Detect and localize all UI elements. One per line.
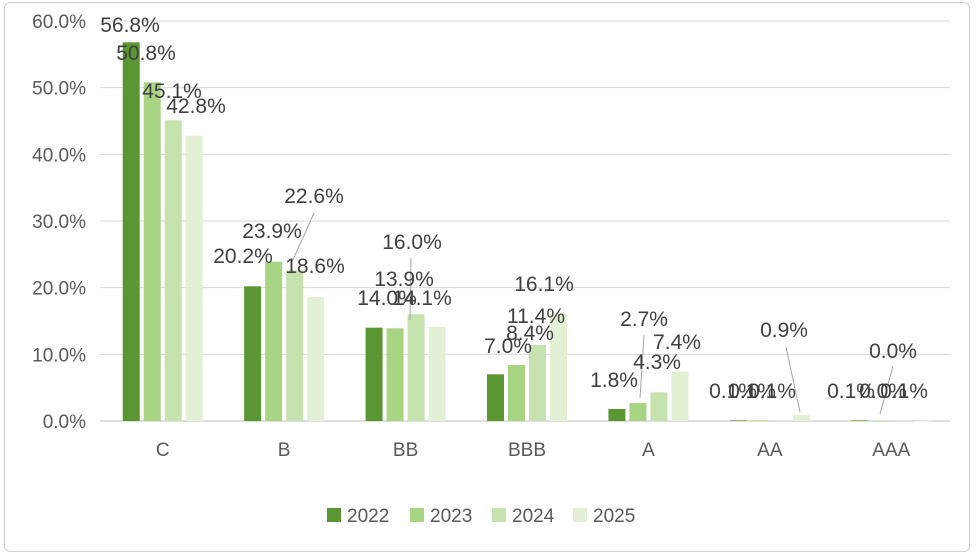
x-tick-label: AAA — [872, 440, 910, 461]
data-label-2024-C: 45.1% — [142, 80, 202, 103]
bar-2025-C — [185, 135, 203, 421]
y-tick-label: 0.0% — [43, 412, 86, 433]
x-tick-label: B — [278, 440, 291, 461]
bar-2022-C — [122, 42, 140, 421]
leader-line — [785, 346, 801, 413]
legend-label-2024: 2024 — [512, 506, 555, 527]
x-tick-label: BB — [393, 440, 418, 461]
data-label-2024-BB: 16.0% — [382, 231, 442, 254]
bar-2023-AA — [750, 420, 768, 421]
bar-2022-AAA — [851, 420, 869, 421]
bar-2025-A — [671, 371, 689, 421]
leader-line — [639, 334, 645, 399]
bar-2024-C — [164, 120, 182, 421]
legend-swatch-2022 — [327, 508, 341, 522]
y-tick-label: 40.0% — [32, 145, 86, 166]
bar-2024-A — [650, 392, 668, 421]
leader-line — [409, 257, 412, 321]
bar-2025-BBB — [550, 313, 567, 421]
y-tick-label: 50.0% — [32, 79, 86, 100]
data-label-2023-AA: 0.1% — [728, 380, 776, 403]
bar-2023-AAA — [872, 421, 890, 422]
legend-label-2023: 2023 — [430, 506, 472, 527]
bar-2025-AAA — [914, 421, 932, 422]
bar-2023-BBB — [508, 365, 525, 421]
bar-2023-B — [265, 261, 283, 421]
bar-2024-AA — [771, 420, 789, 421]
x-tick-label: AA — [757, 440, 783, 461]
data-label-2022-AAA: 0.1% — [827, 380, 875, 403]
leader-line — [879, 365, 894, 415]
data-label-2022-C: 56.8% — [100, 14, 160, 37]
bar-2024-BBB — [529, 345, 546, 421]
x-tick-label: C — [156, 440, 170, 461]
bar-2023-C — [143, 82, 161, 421]
data-label-2022-BB: 14.0% — [357, 287, 417, 310]
bar-2022-BB — [365, 327, 383, 421]
y-tick-label: 60.0% — [32, 12, 86, 33]
data-label-2022-AA: 0.1% — [709, 380, 757, 403]
bar-2025-B — [307, 297, 325, 421]
bar-2022-AA — [729, 420, 747, 421]
legend-swatch-2025 — [573, 508, 587, 522]
bar-2024-B — [286, 270, 304, 421]
bar-2022-BBB — [487, 374, 504, 421]
bar-2023-A — [629, 403, 647, 421]
data-label-2025-AA: 0.9% — [760, 319, 808, 342]
bar-2022-B — [244, 286, 262, 421]
data-label-2022-A: 1.8% — [590, 369, 638, 392]
data-label-2025-BBB: 16.1% — [514, 273, 574, 296]
data-label-2025-BB: 14.1% — [392, 287, 452, 310]
data-label-2023-A: 2.7% — [620, 308, 668, 331]
x-tick-label: A — [642, 440, 655, 461]
data-label-2023-B: 23.9% — [242, 220, 302, 243]
bar-2024-AAA — [893, 420, 911, 421]
y-tick-label: 10.0% — [32, 345, 86, 366]
data-label-2023-C: 50.8% — [116, 42, 176, 65]
data-label-2022-B: 20.2% — [213, 245, 273, 268]
bar-2024-BB — [407, 314, 425, 421]
data-label-2022-BBB: 7.0% — [484, 335, 532, 358]
bar-2025-AA — [792, 415, 810, 421]
data-label-2023-AAA: 0.0% — [859, 380, 907, 403]
legend-label-2025: 2025 — [593, 506, 635, 527]
bar-2025-BB — [428, 327, 446, 421]
data-label-2025-C: 42.8% — [166, 95, 226, 118]
data-label-2023-BB: 13.9% — [374, 268, 434, 291]
data-label-2025-B: 18.6% — [285, 255, 345, 278]
data-label-2024-A: 4.3% — [633, 351, 681, 374]
data-label-2023-BBB: 8.4% — [506, 322, 554, 345]
y-tick-label: 20.0% — [32, 279, 86, 300]
data-label-2024-BBB: 11.4% — [507, 305, 565, 328]
data-label-2024-B: 22.6% — [284, 185, 344, 208]
data-label-2025-AAA: 0.0% — [869, 340, 917, 363]
x-tick-label: BBB — [508, 440, 546, 461]
data-label-2024-AA: 0.1% — [748, 380, 796, 403]
data-label-2024-AAA: 0.1% — [880, 380, 928, 403]
bar-2023-BB — [386, 328, 404, 421]
leader-line — [291, 212, 315, 263]
legend-label-2022: 2022 — [347, 506, 389, 527]
bar-2022-A — [608, 409, 626, 421]
data-label-2025-A: 7.4% — [653, 331, 701, 354]
legend-swatch-2023 — [410, 508, 424, 522]
legend-swatch-2024 — [492, 508, 506, 522]
y-tick-label: 30.0% — [32, 212, 86, 233]
